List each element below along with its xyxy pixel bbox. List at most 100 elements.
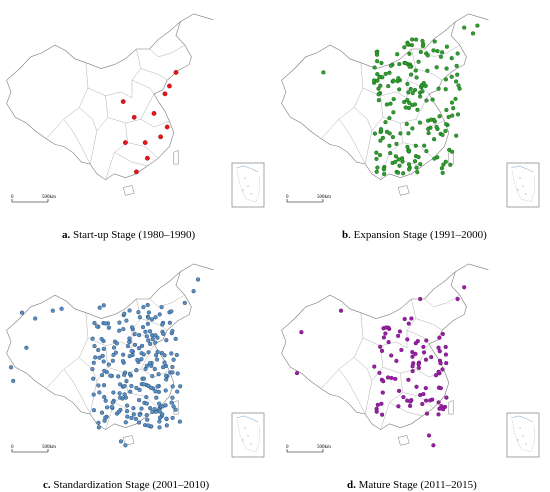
settlement-point bbox=[391, 96, 396, 102]
settlement-point bbox=[144, 155, 150, 161]
settlement-point bbox=[425, 68, 430, 73]
province-border bbox=[321, 62, 364, 139]
country-outline bbox=[281, 13, 489, 181]
settlement-point bbox=[375, 165, 380, 170]
settlement-point bbox=[166, 83, 172, 89]
scale-distance-label: 500km bbox=[317, 445, 331, 450]
settlement-point bbox=[437, 349, 442, 354]
settlement-point bbox=[441, 407, 446, 412]
settlement-point bbox=[91, 408, 96, 413]
settlement-point bbox=[101, 383, 107, 388]
settlement-point bbox=[397, 87, 402, 92]
settlement-point bbox=[174, 352, 179, 358]
settlement-point bbox=[449, 74, 454, 79]
settlement-point bbox=[384, 129, 390, 134]
settlement-point bbox=[137, 387, 142, 392]
settlement-point bbox=[408, 86, 413, 92]
settlement-point bbox=[150, 336, 155, 342]
settlement-point bbox=[148, 341, 153, 346]
settlement-point bbox=[160, 322, 165, 327]
settlement-point bbox=[97, 355, 102, 360]
settlement-point bbox=[410, 126, 415, 131]
settlement-point bbox=[444, 122, 449, 127]
settlement-point bbox=[416, 59, 421, 64]
settlement-point bbox=[131, 406, 136, 411]
settlement-point bbox=[440, 132, 445, 137]
settlement-point bbox=[406, 321, 411, 326]
settlement-point bbox=[386, 339, 391, 345]
settlement-point bbox=[379, 60, 384, 66]
settlement-point bbox=[154, 353, 159, 358]
settlement-point bbox=[153, 340, 158, 345]
settlement-point bbox=[103, 321, 108, 326]
settlement-point bbox=[406, 377, 411, 382]
settlement-point bbox=[406, 131, 411, 136]
settlement-point bbox=[152, 407, 157, 412]
settlement-point bbox=[418, 392, 423, 398]
settlement-point bbox=[144, 401, 149, 406]
settlement-point bbox=[157, 401, 162, 406]
province-border bbox=[46, 62, 89, 139]
settlement-point bbox=[155, 384, 160, 389]
province-border bbox=[127, 392, 159, 409]
settlement-point bbox=[101, 303, 106, 308]
settlement-point bbox=[134, 385, 139, 390]
settlement-point bbox=[437, 335, 442, 340]
province-border bbox=[365, 345, 384, 415]
settlement-point bbox=[418, 162, 423, 167]
settlement-point bbox=[410, 354, 415, 359]
settlement-point bbox=[455, 72, 460, 77]
settlement-point bbox=[391, 78, 396, 83]
settlement-point bbox=[409, 316, 414, 321]
settlement-point bbox=[454, 63, 459, 68]
province-border bbox=[127, 142, 159, 159]
caption-b-title: . Expansion Stage (1991–2000) bbox=[348, 229, 487, 241]
settlement-point bbox=[420, 89, 425, 94]
caption-a-letter: a. bbox=[62, 229, 71, 241]
settlement-point bbox=[454, 79, 459, 84]
settlement-point bbox=[97, 390, 102, 395]
caption-d-letter: d. bbox=[347, 479, 356, 491]
settlement-point bbox=[440, 331, 445, 337]
province-border bbox=[415, 68, 443, 81]
settlement-point bbox=[426, 126, 431, 132]
settlement-point bbox=[163, 388, 168, 393]
settlement-point bbox=[96, 425, 101, 430]
settlement-point bbox=[378, 344, 383, 349]
settlement-point bbox=[410, 349, 415, 355]
settlement-point bbox=[170, 395, 175, 400]
settlement-point bbox=[422, 143, 427, 148]
settlement-point bbox=[129, 415, 134, 421]
settlement-point bbox=[140, 343, 145, 348]
settlement-point bbox=[393, 154, 398, 159]
settlement-point bbox=[156, 389, 161, 394]
settlement-point bbox=[59, 306, 64, 311]
settlement-point bbox=[158, 134, 164, 140]
country-outline bbox=[281, 263, 489, 431]
scale-bar: 0 500km bbox=[11, 445, 56, 453]
settlement-point bbox=[129, 383, 134, 389]
settlement-point bbox=[439, 166, 444, 171]
settlement-point bbox=[99, 372, 105, 378]
settlement-point bbox=[399, 156, 405, 161]
settlement-point bbox=[163, 403, 168, 408]
settlement-point bbox=[157, 425, 162, 430]
settlement-point bbox=[146, 315, 151, 320]
settlement-point bbox=[388, 151, 393, 156]
map-svg-d: 0 500km bbox=[281, 263, 540, 458]
settlement-point bbox=[377, 370, 382, 375]
province-border bbox=[114, 402, 148, 417]
south-china-sea-inset bbox=[506, 162, 540, 208]
settlement-point bbox=[114, 341, 119, 346]
settlement-point bbox=[395, 333, 401, 338]
settlement-point bbox=[475, 23, 480, 28]
settlement-point bbox=[426, 131, 431, 136]
province-border bbox=[389, 402, 423, 417]
province-border bbox=[380, 373, 403, 430]
settlement-point bbox=[102, 394, 107, 400]
settlement-point bbox=[99, 336, 104, 342]
settlement-point bbox=[381, 335, 386, 340]
settlement-point bbox=[377, 153, 383, 158]
province-border bbox=[149, 44, 185, 58]
settlement-point bbox=[178, 384, 183, 389]
